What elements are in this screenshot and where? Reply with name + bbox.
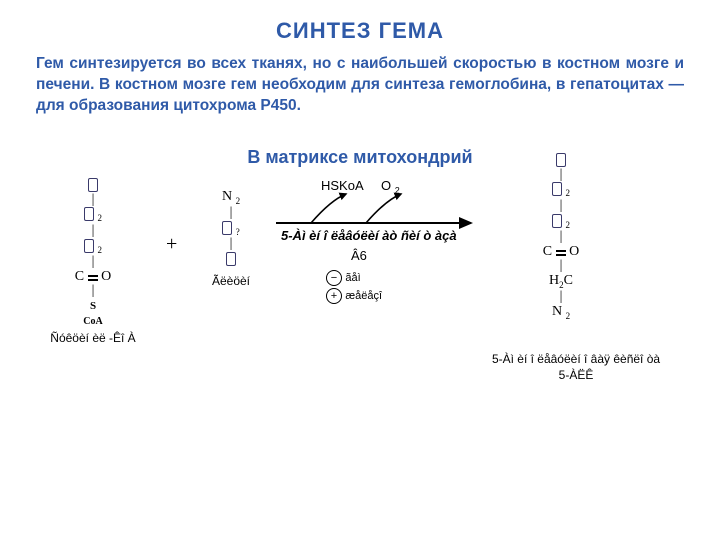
inhibitor-text: ãåì bbox=[345, 272, 360, 284]
activator-note: + æåëåçî bbox=[326, 288, 382, 304]
activator-text: æåëåçî bbox=[345, 290, 382, 302]
product-caption-1: 5-Àì èí î ëåâóëèí î âàÿ êèñëî òà bbox=[466, 352, 686, 366]
plus-icon: + bbox=[326, 288, 342, 304]
reaction-diagram: | 2 | 2 | C O | S CoA Ñóêöèí èë -Êî À + … bbox=[36, 178, 684, 438]
product-caption-2: 5-ÀËÊ bbox=[466, 368, 686, 382]
product: | 2 | 2 | C O | H2C | N 2 bbox=[516, 153, 606, 321]
plus-sign: + bbox=[166, 233, 177, 256]
cofactor-label: Â6 bbox=[351, 248, 367, 263]
reactant-2-caption: Ãëèöèí bbox=[196, 275, 266, 288]
slide-page: СИНТЕЗ ГЕМА Гем синтезируется во всех тк… bbox=[0, 0, 720, 540]
enzyme-label: 5-Àì èí î ëåâóëèí àò ñèí ò àçà bbox=[281, 228, 457, 243]
reactant-1-caption: Ñóêöèí èë -Êî À bbox=[48, 332, 138, 345]
intro-paragraph: Гем синтезируется во всех тканях, но с н… bbox=[36, 54, 684, 117]
minus-icon: − bbox=[326, 270, 342, 286]
inhibitor-note: − ãåì bbox=[326, 270, 361, 286]
page-title: СИНТЕЗ ГЕМА bbox=[36, 18, 684, 44]
reactant-1: | 2 | 2 | C O | S CoA Ñóêöèí èë -Êî À bbox=[48, 178, 138, 345]
reactant-2: N 2 | ? | Ãëèöèí bbox=[196, 190, 266, 288]
